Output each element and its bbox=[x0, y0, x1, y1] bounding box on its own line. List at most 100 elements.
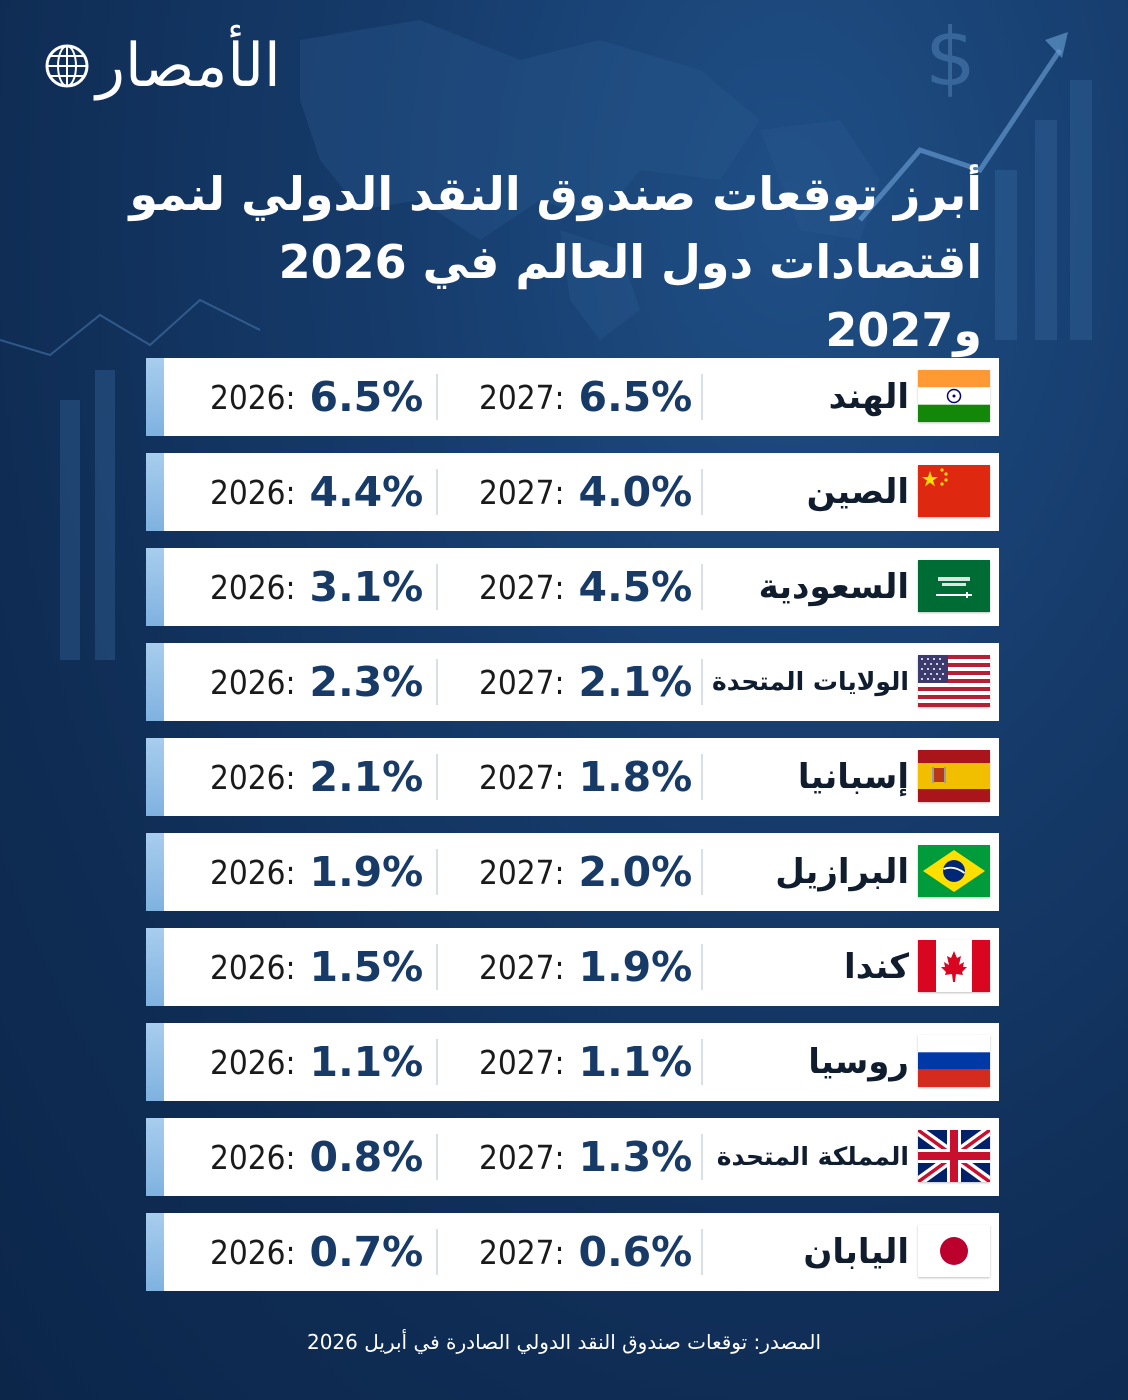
separator bbox=[701, 659, 703, 705]
country-name: روسيا bbox=[808, 1042, 909, 1082]
value-2027: 1.8% bbox=[578, 753, 693, 801]
value-2026: 0.7% bbox=[309, 1228, 424, 1276]
table-row: البرازيل 2027: 2.0% 2026: 1.9% bbox=[146, 833, 999, 911]
separator bbox=[436, 374, 438, 420]
country-name: اليابان bbox=[803, 1232, 909, 1272]
year-label-2026: 2026: bbox=[210, 1042, 296, 1082]
year-label-2027: 2027: bbox=[479, 852, 565, 892]
china-flag-icon bbox=[918, 465, 990, 517]
svg-text:$: $ bbox=[925, 11, 976, 104]
value-2026: 1.1% bbox=[309, 1038, 424, 1086]
forecast-2027: 2027: 1.9% bbox=[479, 928, 692, 1006]
value-2027: 6.5% bbox=[578, 373, 693, 421]
value-2027: 0.6% bbox=[578, 1228, 693, 1276]
year-label-2027: 2027: bbox=[479, 1232, 565, 1272]
forecast-2026: 2026: 2.3% bbox=[210, 643, 423, 721]
year-label-2026: 2026: bbox=[210, 947, 296, 987]
table-row: إسبانيا 2027: 1.8% 2026: 2.1% bbox=[146, 738, 999, 816]
forecast-2027: 2027: 2.1% bbox=[479, 643, 692, 721]
row-accent-bar bbox=[146, 548, 164, 626]
usa-flag-icon bbox=[918, 655, 990, 707]
year-label-2026: 2026: bbox=[210, 567, 296, 607]
title-line-2: اقتصادات دول العالم في 2026 و2027 bbox=[278, 235, 982, 357]
separator bbox=[701, 1134, 703, 1180]
year-label-2027: 2027: bbox=[479, 757, 565, 797]
forecast-2026: 2026: 4.4% bbox=[210, 453, 423, 531]
forecast-2027: 2027: 6.5% bbox=[479, 358, 692, 436]
logo-text: الأمصار bbox=[96, 31, 282, 101]
canada-flag-icon bbox=[918, 940, 990, 992]
japan-flag-icon bbox=[918, 1225, 990, 1277]
separator bbox=[436, 1039, 438, 1085]
year-label-2027: 2027: bbox=[479, 1137, 565, 1177]
value-2026: 2.3% bbox=[309, 658, 424, 706]
saudi-flag-icon bbox=[918, 560, 990, 612]
row-accent-bar bbox=[146, 643, 164, 721]
country-name: المملكة المتحدة bbox=[716, 1142, 909, 1171]
table-row: الولايات المتحدة 2027: 2.1% 2026: 2.3% bbox=[146, 643, 999, 721]
year-label-2027: 2027: bbox=[479, 662, 565, 702]
value-2026: 1.9% bbox=[309, 848, 424, 896]
forecast-2027: 2027: 1.1% bbox=[479, 1023, 692, 1101]
separator bbox=[701, 1229, 703, 1275]
country-name: السعودية bbox=[758, 567, 909, 607]
row-accent-bar bbox=[146, 1213, 164, 1291]
value-2027: 4.5% bbox=[578, 563, 693, 611]
india-flag-icon bbox=[918, 370, 990, 422]
separator bbox=[436, 944, 438, 990]
table-row: السعودية 2027: 4.5% 2026: 3.1% bbox=[146, 548, 999, 626]
globe-icon bbox=[45, 44, 89, 88]
year-label-2026: 2026: bbox=[210, 757, 296, 797]
separator bbox=[701, 469, 703, 515]
year-label-2027: 2027: bbox=[479, 1042, 565, 1082]
forecast-2026: 2026: 6.5% bbox=[210, 358, 423, 436]
table-row: كندا 2027: 1.9% 2026: 1.5% bbox=[146, 928, 999, 1006]
forecast-2027: 2027: 1.3% bbox=[479, 1118, 692, 1196]
table-row: روسيا 2027: 1.1% 2026: 1.1% bbox=[146, 1023, 999, 1101]
country-name: الهند bbox=[828, 377, 909, 417]
forecast-2027: 2027: 4.0% bbox=[479, 453, 692, 531]
country-name: الولايات المتحدة bbox=[712, 667, 909, 696]
table-row: الصين 2027: 4.0% 2026: 4.4% bbox=[146, 453, 999, 531]
forecast-2026: 2026: 0.8% bbox=[210, 1118, 423, 1196]
table-row: المملكة المتحدة 2027: 1.3% 2026: 0.8% bbox=[146, 1118, 999, 1196]
row-accent-bar bbox=[146, 358, 164, 436]
value-2027: 2.0% bbox=[578, 848, 693, 896]
forecast-2026: 2026: 0.7% bbox=[210, 1213, 423, 1291]
country-name: إسبانيا bbox=[797, 757, 909, 797]
row-accent-bar bbox=[146, 1118, 164, 1196]
value-2026: 1.5% bbox=[309, 943, 424, 991]
value-2026: 3.1% bbox=[309, 563, 424, 611]
separator bbox=[701, 754, 703, 800]
separator bbox=[436, 469, 438, 515]
year-label-2027: 2027: bbox=[479, 947, 565, 987]
value-2027: 2.1% bbox=[578, 658, 693, 706]
value-2026: 4.4% bbox=[309, 468, 424, 516]
forecast-2026: 2026: 1.5% bbox=[210, 928, 423, 1006]
year-label-2026: 2026: bbox=[210, 377, 296, 417]
separator bbox=[701, 1039, 703, 1085]
spain-flag-icon bbox=[918, 750, 990, 802]
table-row: اليابان 2027: 0.6% 2026: 0.7% bbox=[146, 1213, 999, 1291]
separator bbox=[436, 1134, 438, 1180]
separator bbox=[701, 564, 703, 610]
year-label-2026: 2026: bbox=[210, 1232, 296, 1272]
uk-flag-icon bbox=[918, 1130, 990, 1182]
separator bbox=[701, 944, 703, 990]
row-accent-bar bbox=[146, 833, 164, 911]
value-2027: 1.1% bbox=[578, 1038, 693, 1086]
year-label-2026: 2026: bbox=[210, 852, 296, 892]
brand-logo: الأمصار bbox=[44, 31, 282, 101]
forecast-2027: 2027: 2.0% bbox=[479, 833, 692, 911]
value-2027: 4.0% bbox=[578, 468, 693, 516]
row-accent-bar bbox=[146, 453, 164, 531]
forecast-2026: 2026: 3.1% bbox=[210, 548, 423, 626]
year-label-2026: 2026: bbox=[210, 662, 296, 702]
separator bbox=[436, 1229, 438, 1275]
title-line-1: أبرز توقعات صندوق النقد الدولي لنمو bbox=[129, 167, 982, 221]
forecast-2026: 2026: 1.9% bbox=[210, 833, 423, 911]
forecast-2026: 2026: 1.1% bbox=[210, 1023, 423, 1101]
separator bbox=[436, 659, 438, 705]
year-label-2027: 2027: bbox=[479, 567, 565, 607]
